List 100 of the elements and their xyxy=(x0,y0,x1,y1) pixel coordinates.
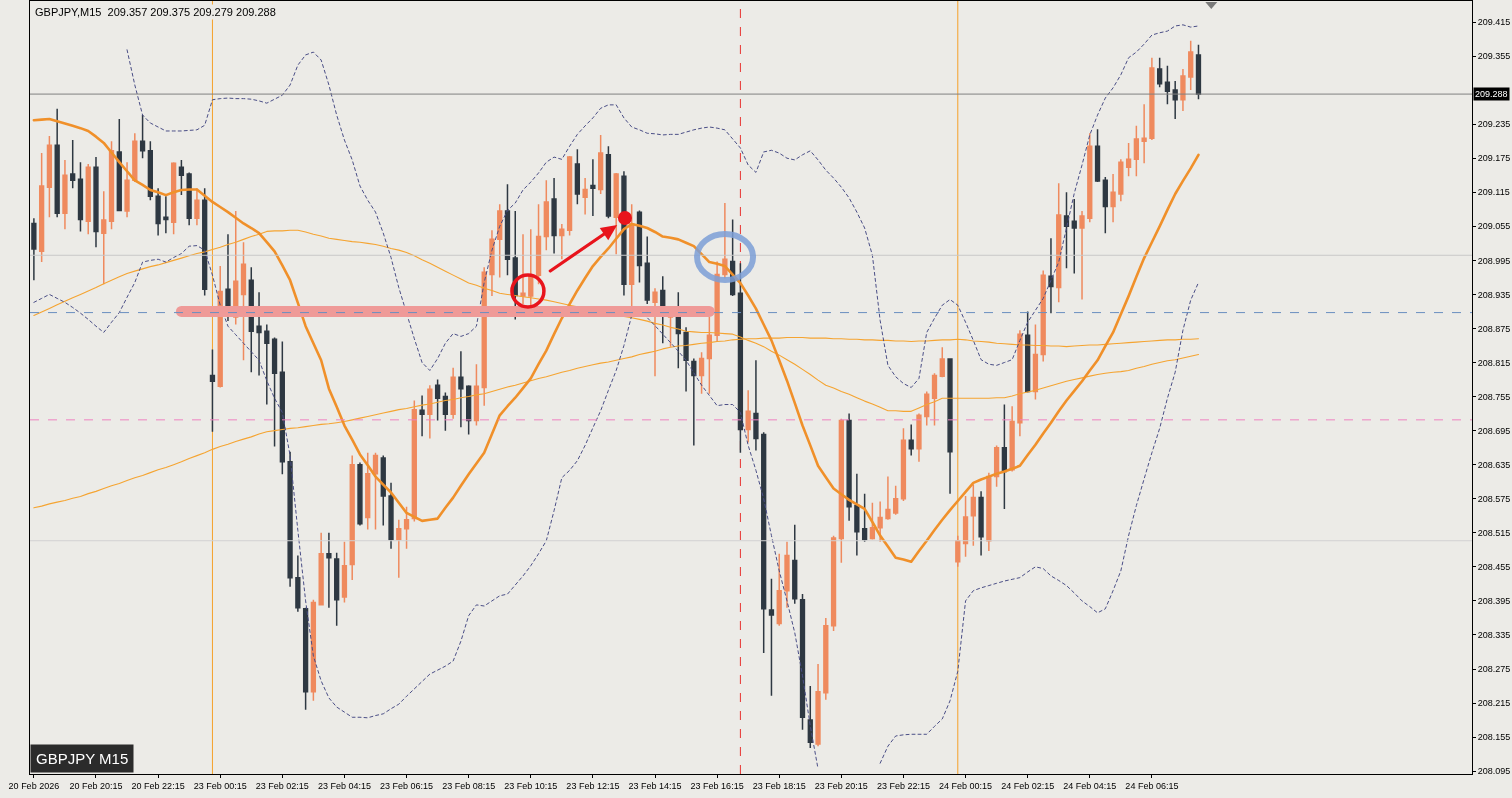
candlestick xyxy=(978,490,984,557)
x-tick-label: 24 Feb 02:15 xyxy=(1001,780,1055,791)
candlestick xyxy=(349,454,355,581)
candlestick xyxy=(163,195,169,234)
candlestick xyxy=(497,203,503,279)
y-tick-label: 209.115 xyxy=(1477,187,1510,198)
candlestick xyxy=(139,114,146,159)
candlestick xyxy=(737,262,744,454)
candlestick xyxy=(970,483,976,547)
candlestick xyxy=(962,495,969,558)
candlestick xyxy=(636,209,643,284)
candlestick xyxy=(170,161,177,236)
y-tick-label: 209.355 xyxy=(1477,51,1511,62)
y-tick-label: 208.875 xyxy=(1477,323,1511,334)
candlestick xyxy=(900,427,907,502)
candlestick xyxy=(326,532,332,609)
y-tick-label: 208.995 xyxy=(1477,255,1511,266)
line-series xyxy=(126,24,1199,388)
candlestick xyxy=(271,336,278,448)
candlestick xyxy=(1157,57,1163,89)
candlestick xyxy=(1141,103,1147,165)
y-tick-label: 208.455 xyxy=(1477,562,1511,572)
candlestick xyxy=(334,551,340,627)
candlestick xyxy=(784,541,790,609)
candlestick xyxy=(70,139,76,190)
candlestick xyxy=(753,359,759,452)
x-tick-label: 23 Feb 12:15 xyxy=(566,780,620,791)
candlestick xyxy=(31,217,37,281)
candlestick xyxy=(761,431,767,654)
y-tick-label: 208.275 xyxy=(1477,664,1511,675)
y-tick-label: 208.755 xyxy=(1477,391,1511,402)
candlestick xyxy=(683,326,689,393)
candlestick xyxy=(605,145,612,220)
x-tick-label: 23 Feb 14:15 xyxy=(628,780,682,791)
candlestick xyxy=(613,172,619,255)
candlestick xyxy=(830,534,837,632)
candlestick xyxy=(411,399,417,523)
candlestick xyxy=(264,323,270,406)
candlestick xyxy=(823,617,829,701)
y-tick-label: 208.515 xyxy=(1477,527,1511,538)
candlestick xyxy=(520,233,526,305)
x-tick-label: 24 Feb 00:15 xyxy=(939,780,993,791)
y-tick-label: 208.635 xyxy=(1477,459,1511,470)
candlestick xyxy=(543,179,549,251)
y-tick-label: 208.695 xyxy=(1477,425,1511,436)
candlestick xyxy=(77,161,84,233)
candlestick xyxy=(46,135,53,218)
y-tick-label: 208.395 xyxy=(1477,596,1511,607)
y-tick-label: 208.215 xyxy=(1477,698,1511,709)
candlestick xyxy=(256,291,262,377)
annotation: GBPJPY M15 xyxy=(36,750,129,767)
candlestick xyxy=(202,187,208,297)
x-tick-label: 23 Feb 08:15 xyxy=(442,780,496,791)
candlestick xyxy=(1001,403,1008,510)
x-tick-label: 23 Feb 02:15 xyxy=(255,780,309,791)
candlestick xyxy=(1009,405,1015,473)
candlestick xyxy=(357,461,363,527)
candlestick xyxy=(854,473,860,557)
candlestick xyxy=(799,593,806,731)
candlestick xyxy=(551,177,557,255)
x-tick-label: 23 Feb 06:15 xyxy=(380,780,434,791)
candlestick xyxy=(535,203,542,285)
candlestick xyxy=(442,391,449,432)
candlestick xyxy=(1180,68,1186,112)
candlestick xyxy=(566,155,573,237)
candlestick xyxy=(388,482,394,550)
candlestick xyxy=(598,134,604,195)
candlestick xyxy=(434,378,441,422)
candlestick xyxy=(893,484,899,516)
candlestick xyxy=(1048,237,1054,314)
candlestick xyxy=(652,287,658,377)
candlestick xyxy=(1102,176,1108,234)
x-tick-label: 23 Feb 20:15 xyxy=(814,780,868,791)
candlestick xyxy=(1195,43,1202,100)
candlestick xyxy=(582,177,588,216)
candlestick xyxy=(279,340,285,476)
candlestick xyxy=(1040,269,1046,363)
chart-title: GBPJPY,M15 209.357 209.375 209.279 209.288 xyxy=(35,6,276,18)
candlestick xyxy=(101,190,107,285)
candlestick xyxy=(372,452,379,531)
candlestick xyxy=(885,475,891,521)
y-tick-label: 208.155 xyxy=(1477,732,1511,743)
candlestick xyxy=(287,450,293,588)
x-tick-label: 23 Feb 10:15 xyxy=(504,780,558,791)
candlestick xyxy=(178,159,185,196)
candlestick xyxy=(396,518,402,579)
candlestick xyxy=(931,372,938,427)
y-tick-label: 208.335 xyxy=(1477,630,1511,641)
candlestick xyxy=(209,348,216,433)
line-series xyxy=(32,117,1200,564)
candlestick xyxy=(1133,125,1140,178)
candlestick xyxy=(1079,210,1085,301)
candlestick xyxy=(93,156,99,249)
candlestick xyxy=(1149,57,1155,141)
candlestick xyxy=(1188,39,1194,91)
candlestick xyxy=(295,554,301,613)
y-tick-label: 208.815 xyxy=(1477,357,1511,368)
y-tick-label: 208.575 xyxy=(1477,493,1511,504)
candlestick xyxy=(38,152,45,263)
x-tick-label: 23 Feb 22:15 xyxy=(876,780,930,791)
